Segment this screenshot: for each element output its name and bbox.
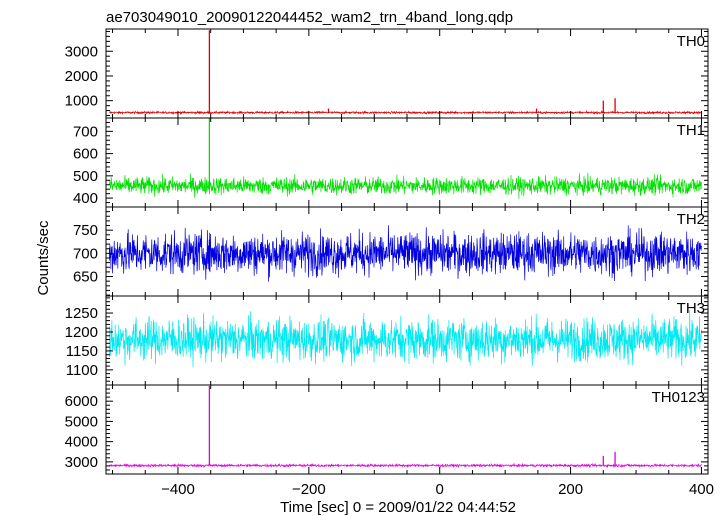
y-tick-label: 500 [73,168,98,185]
series-line-th3 [108,309,702,368]
panel-th1: 400 500 600 700 TH1 [73,117,709,208]
y-tick-label: 1000 [65,93,98,110]
panel-th2: 650 700 750 TH2 [73,206,709,297]
y-tick-label: 400 [73,190,98,207]
x-tick-label: −400 [161,481,195,498]
panel-name-th3: TH3 [677,300,705,317]
panel-name-th1: TH1 [677,122,705,139]
y-tick-label: 750 [73,222,98,239]
y-tick-label: 650 [73,269,98,286]
y-tick-label: 3000 [65,454,98,471]
y-tick-label: 4000 [65,434,98,451]
panel-name-th2: TH2 [677,211,705,228]
panel-frame [105,117,709,208]
series-line-th1 [108,172,702,199]
panel-name-th0: TH0 [677,33,705,50]
panel-frame [105,384,709,475]
series-line-th0 [109,109,702,116]
y-tick-label: 1150 [66,343,98,360]
y-tick-label: 700 [73,123,98,140]
y-tick-label: 2000 [65,68,98,85]
y-axis-label: Counts/sec [35,220,52,296]
panel-th0: 1000 2000 3000 TH0 [65,28,709,119]
y-tick-label: 3000 [65,43,98,60]
panel-frame [105,28,709,119]
series-line-th0123 [109,462,702,469]
series-line-th2 [108,225,702,282]
x-tick-label: 0 [436,481,444,498]
panel-th0123: 3000 4000 5000 6000 TH0123 [65,384,709,475]
y-tick-label: 5000 [65,413,98,430]
x-tick-label: 200 [558,481,583,498]
y-tick-label: 1250 [65,305,98,322]
y-tick-label: 600 [73,146,98,163]
panel-name-th0123: TH0123 [652,389,705,406]
x-axis-label: Time [sec] 0 = 2009/01/22 04:44:52 [280,499,516,516]
panel-th3: 1100 1150 1200 1250 TH3 [65,295,709,386]
x-tick-label: 400 [689,481,714,498]
chart-title: ae703049010_20090122044452_wam2_trn_4ban… [106,9,513,26]
y-tick-label: 6000 [65,393,98,410]
x-tick-label: −200 [292,481,326,498]
y-tick-label: 1100 [66,362,98,379]
y-tick-label: 700 [73,245,98,262]
y-tick-label: 1200 [65,324,98,341]
